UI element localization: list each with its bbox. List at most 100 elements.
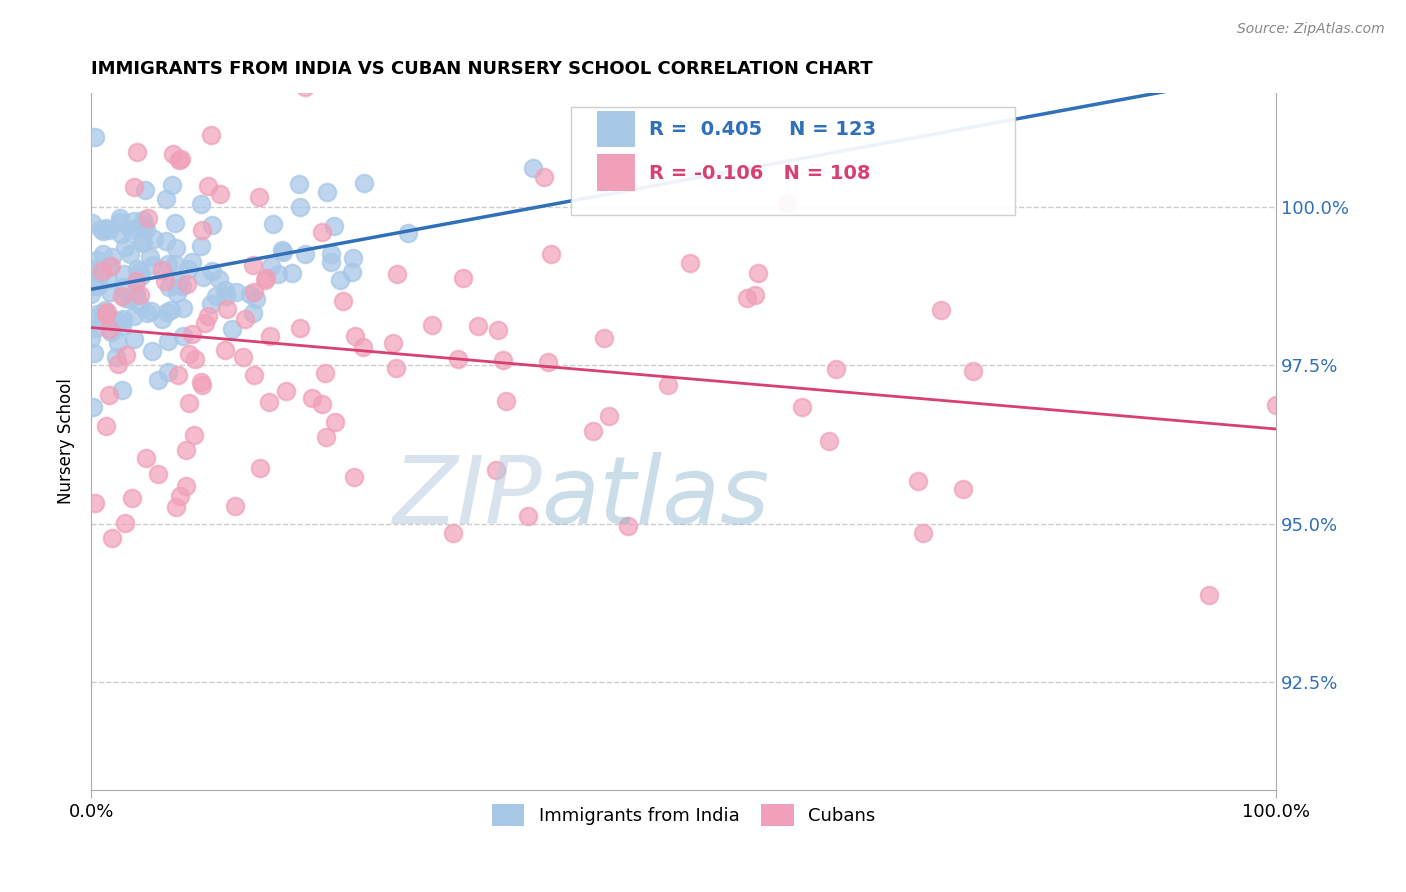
Point — [387, 267, 409, 281]
Point — [775, 196, 797, 211]
Point — [180, 254, 202, 268]
Point — [122, 289, 145, 303]
Point — [112, 267, 135, 281]
Point — [262, 217, 284, 231]
Point — [82, 216, 104, 230]
Point — [319, 247, 342, 261]
Point — [190, 196, 212, 211]
Point — [96, 304, 118, 318]
Point — [170, 279, 193, 293]
Point — [80, 331, 103, 345]
Point — [108, 313, 131, 327]
Point — [242, 368, 264, 382]
Point — [679, 255, 702, 269]
Point — [114, 291, 136, 305]
Point — [747, 266, 769, 280]
Point — [177, 261, 200, 276]
Point — [135, 450, 157, 465]
Point — [122, 179, 145, 194]
Point — [176, 277, 198, 291]
Point — [146, 467, 169, 481]
Point — [142, 258, 165, 272]
Point — [396, 226, 419, 240]
Point — [94, 303, 117, 318]
Point — [97, 388, 120, 402]
Point — [124, 288, 146, 302]
Point — [111, 384, 134, 398]
Point — [111, 318, 134, 333]
Point — [245, 292, 267, 306]
Point — [177, 396, 200, 410]
Point — [332, 294, 354, 309]
Point — [108, 215, 131, 229]
Point — [441, 525, 464, 540]
Point — [254, 271, 277, 285]
Point — [617, 519, 640, 533]
Point — [190, 239, 212, 253]
Point — [163, 216, 186, 230]
Point — [343, 329, 366, 343]
Point — [100, 531, 122, 545]
Point — [825, 362, 848, 376]
Point — [83, 278, 105, 293]
Point — [190, 375, 212, 389]
Point — [325, 415, 347, 429]
Point — [112, 280, 135, 294]
Point — [215, 301, 238, 316]
Point — [201, 264, 224, 278]
Point — [138, 211, 160, 225]
Point — [120, 292, 142, 306]
Point — [174, 443, 197, 458]
Point — [131, 234, 153, 248]
Point — [136, 306, 159, 320]
Point — [319, 255, 342, 269]
Point — [125, 275, 148, 289]
Point — [495, 393, 517, 408]
Point — [929, 303, 952, 318]
Point — [156, 305, 179, 319]
Point — [80, 287, 103, 301]
Point — [86, 307, 108, 321]
Text: R =  0.405    N = 123: R = 0.405 N = 123 — [650, 120, 876, 139]
Point — [100, 326, 122, 340]
Point — [267, 268, 290, 282]
Point — [84, 321, 107, 335]
Point — [381, 335, 404, 350]
Point — [735, 291, 758, 305]
Point — [290, 321, 312, 335]
Point — [314, 366, 336, 380]
Point — [115, 348, 138, 362]
Point — [342, 252, 364, 266]
Point — [817, 434, 839, 449]
Point — [301, 391, 323, 405]
Point — [122, 309, 145, 323]
Point — [290, 200, 312, 214]
Point — [153, 274, 176, 288]
Point — [907, 475, 929, 489]
Point — [191, 222, 214, 236]
Point — [125, 287, 148, 301]
Point — [150, 262, 173, 277]
Y-axis label: Nursery School: Nursery School — [58, 378, 75, 504]
Point — [124, 274, 146, 288]
Point — [174, 479, 197, 493]
Point — [97, 222, 120, 236]
Point — [657, 378, 679, 392]
Point — [166, 277, 188, 292]
Bar — [598, 154, 636, 191]
Point — [315, 430, 337, 444]
Point — [96, 272, 118, 286]
Point — [86, 252, 108, 267]
Point — [162, 147, 184, 161]
Text: Source: ZipAtlas.com: Source: ZipAtlas.com — [1237, 22, 1385, 37]
Point — [201, 218, 224, 232]
Point — [98, 285, 121, 299]
Point — [790, 400, 813, 414]
Point — [184, 352, 207, 367]
Point — [132, 218, 155, 232]
Point — [107, 335, 129, 350]
Point — [128, 264, 150, 278]
Point — [155, 193, 177, 207]
Point — [112, 311, 135, 326]
Point — [162, 178, 184, 193]
